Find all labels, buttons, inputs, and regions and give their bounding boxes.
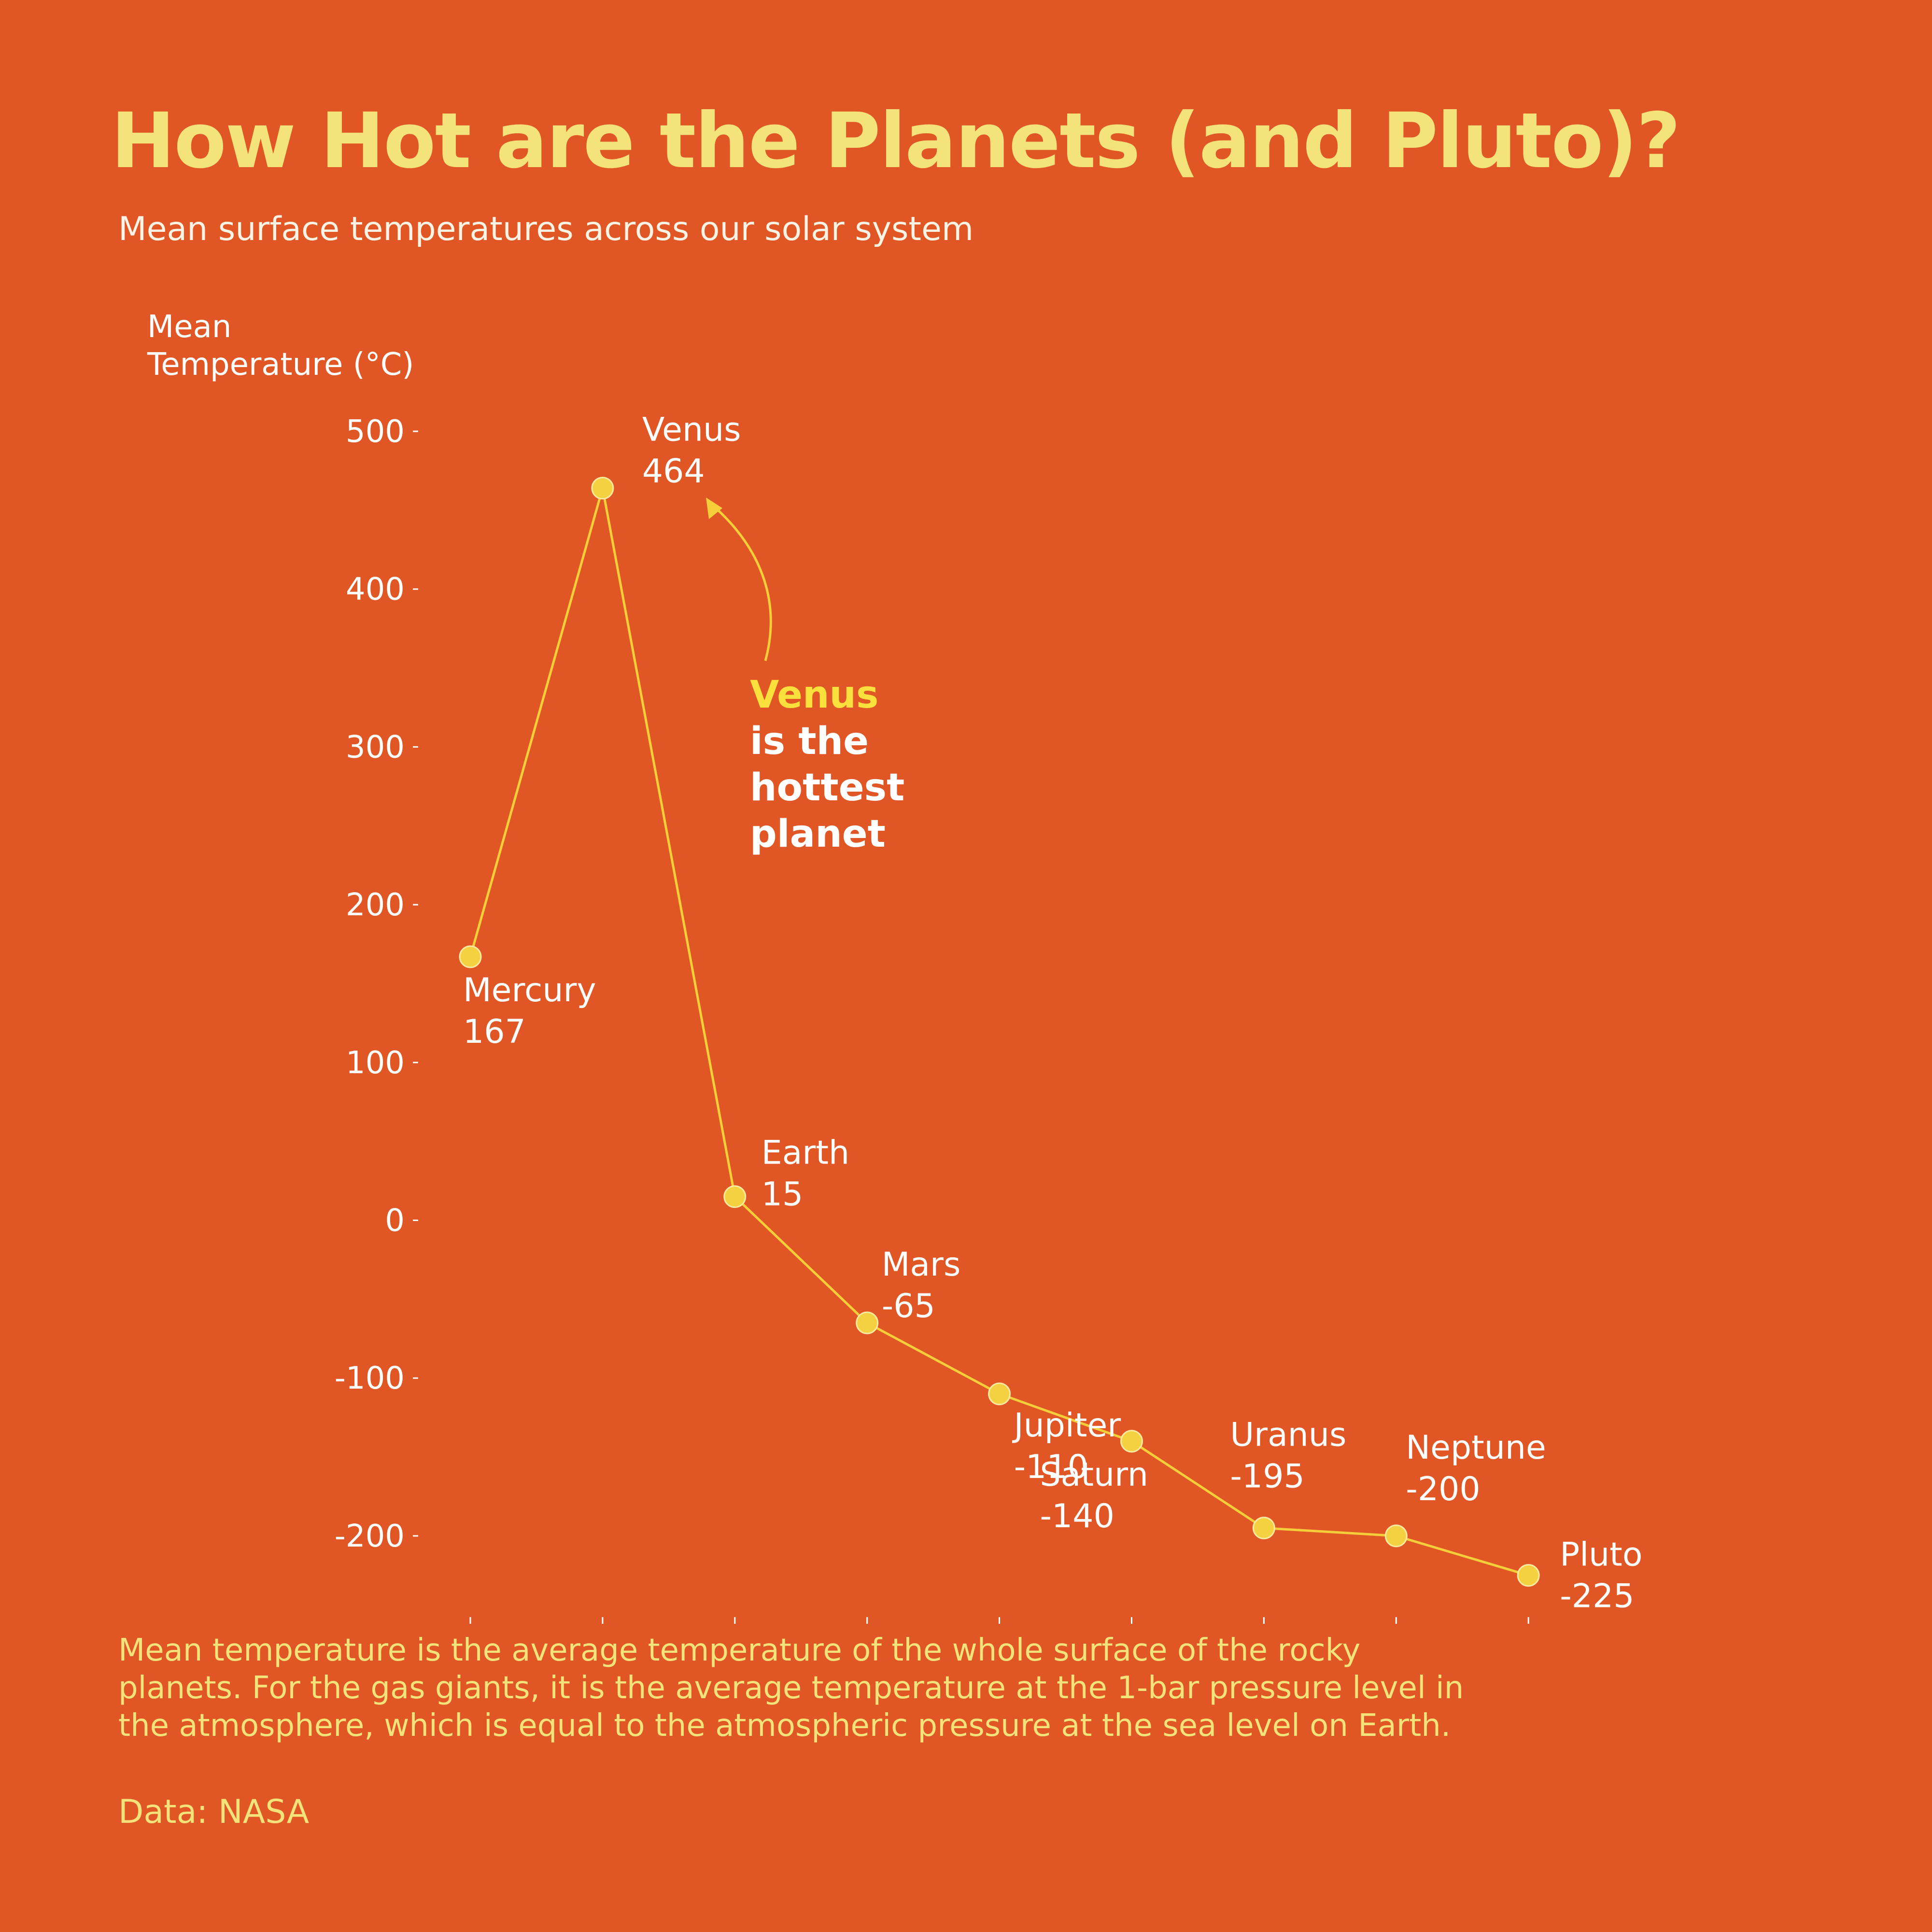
y-axis-label: Mean Temperature (°C): [147, 308, 485, 384]
y-tick-label: 300: [346, 729, 405, 765]
data-label-value: 464: [642, 453, 705, 491]
data-label-value: 167: [463, 1013, 526, 1051]
data-label-name: Earth: [762, 1134, 849, 1172]
data-label-name: Neptune: [1406, 1429, 1546, 1467]
annotation-highlight: Venus: [750, 673, 879, 717]
y-tick-label: 100: [346, 1045, 405, 1081]
data-label-value: -65: [882, 1287, 935, 1325]
annotation-line-1: is the: [750, 720, 869, 763]
data-point-mercury: [459, 945, 482, 968]
data-label-value: -225: [1560, 1577, 1634, 1616]
y-tick-label: -200: [335, 1519, 405, 1554]
annotation-line-3: planet: [750, 812, 886, 856]
y-tick-label: 200: [346, 887, 405, 923]
chart-subtitle: Mean surface temperatures across our sol…: [118, 210, 974, 248]
y-axis: 500 400 300 200 100 0 -100 -200: [335, 414, 418, 1554]
data-label-name: Saturn: [1040, 1456, 1148, 1494]
data-point-pluto: [1517, 1564, 1540, 1587]
x-axis: [469, 1617, 1529, 1624]
data-label-name: Pluto: [1560, 1536, 1642, 1574]
data-label-value: -140: [1040, 1497, 1114, 1535]
data-label-name: Mercury: [463, 971, 596, 1009]
y-tick-label: 0: [385, 1203, 405, 1239]
data-labels: Mercury167Venus464Earth15Mars-65Jupiter-…: [463, 411, 1642, 1616]
temperature-line: [469, 487, 1529, 1577]
data-label-value: -200: [1406, 1470, 1480, 1508]
data-source: Data: NASA: [118, 1793, 310, 1831]
data-point-mars: [856, 1311, 879, 1335]
annotation-line-2: hottest: [750, 766, 904, 810]
data-point-venus: [591, 477, 614, 500]
data-label-name: Venus: [642, 411, 741, 449]
data-label-value: 15: [762, 1175, 804, 1213]
venus-annotation: Venus is the hottest planet: [706, 497, 904, 856]
y-tick-label: -100: [335, 1361, 405, 1396]
data-point-saturn: [1120, 1430, 1143, 1453]
annotation-arrowhead: [706, 497, 722, 519]
data-label-value: -195: [1230, 1458, 1304, 1496]
chart-title: How Hot are the Planets (and Pluto)?: [111, 97, 1681, 185]
y-tick-label: 400: [346, 572, 405, 608]
data-point-uranus: [1252, 1517, 1275, 1540]
y-axis-label-line-1: Mean: [147, 309, 232, 345]
data-points: [459, 477, 1540, 1587]
data-label-value: -110: [1014, 1448, 1088, 1486]
data-label-name: Mars: [882, 1246, 961, 1284]
annotation-arrow: [713, 505, 772, 661]
data-point-jupiter: [988, 1382, 1011, 1406]
data-point-earth: [723, 1185, 747, 1208]
data-label-name: Uranus: [1230, 1416, 1346, 1454]
y-tick-label: 500: [346, 414, 405, 450]
data-point-neptune: [1384, 1524, 1408, 1548]
y-axis-label-line-2: Temperature (°C): [147, 347, 414, 383]
data-label-name: Jupiter: [1012, 1406, 1121, 1445]
footnote: Mean temperature is the average temperat…: [118, 1633, 1464, 1744]
